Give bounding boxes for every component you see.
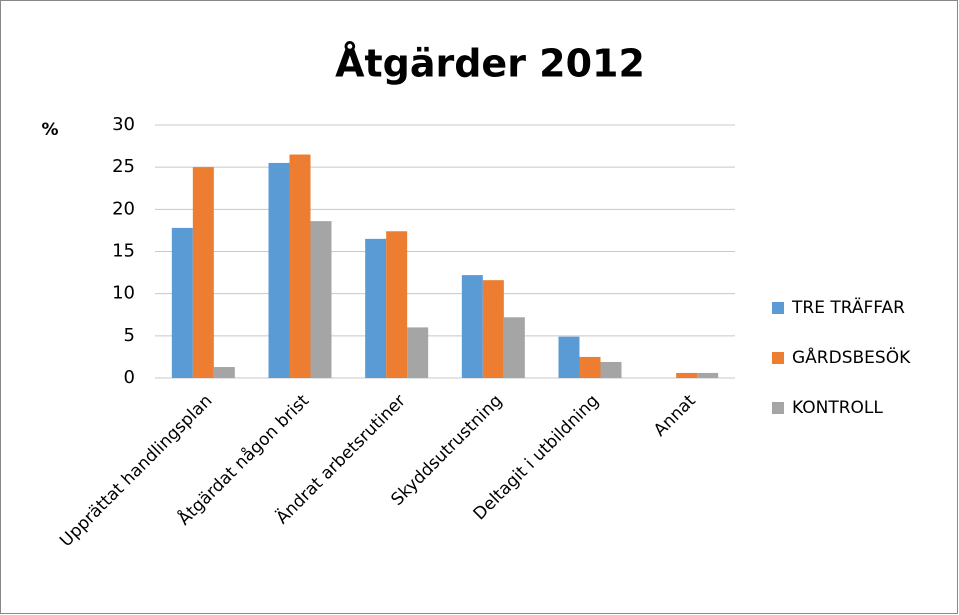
chart-title: Åtgärder 2012 — [335, 42, 645, 86]
y-tick-label: 0 — [124, 367, 135, 388]
y-tick-label: 10 — [112, 283, 135, 304]
y-tick-label: 15 — [112, 241, 135, 262]
legend-label: TRE TRÄFFAR — [791, 297, 905, 318]
bar — [192, 167, 214, 378]
legend-swatch — [772, 402, 784, 414]
bar — [310, 221, 332, 378]
bar — [386, 231, 408, 378]
legend-swatch — [772, 302, 784, 314]
bar — [579, 356, 601, 378]
bar — [407, 327, 429, 378]
y-tick-label: 20 — [112, 198, 135, 219]
legend-swatch — [772, 352, 784, 364]
legend-label: KONTROLL — [792, 398, 883, 418]
bar — [503, 317, 525, 378]
bar — [365, 238, 387, 378]
y-tick-label: 5 — [124, 325, 135, 346]
bar — [600, 361, 622, 378]
bar — [268, 162, 290, 378]
bar — [482, 280, 504, 378]
legend-label: GÅRDSBESÖK — [792, 346, 911, 368]
bar — [697, 372, 719, 378]
bar — [676, 372, 698, 378]
y-axis-label: % — [41, 120, 58, 140]
y-tick-label: 25 — [112, 156, 135, 177]
bar — [289, 154, 311, 378]
bar — [171, 227, 193, 378]
bar — [213, 367, 235, 378]
y-tick-label: 30 — [112, 114, 135, 135]
bar — [461, 275, 483, 378]
bar — [558, 336, 580, 378]
